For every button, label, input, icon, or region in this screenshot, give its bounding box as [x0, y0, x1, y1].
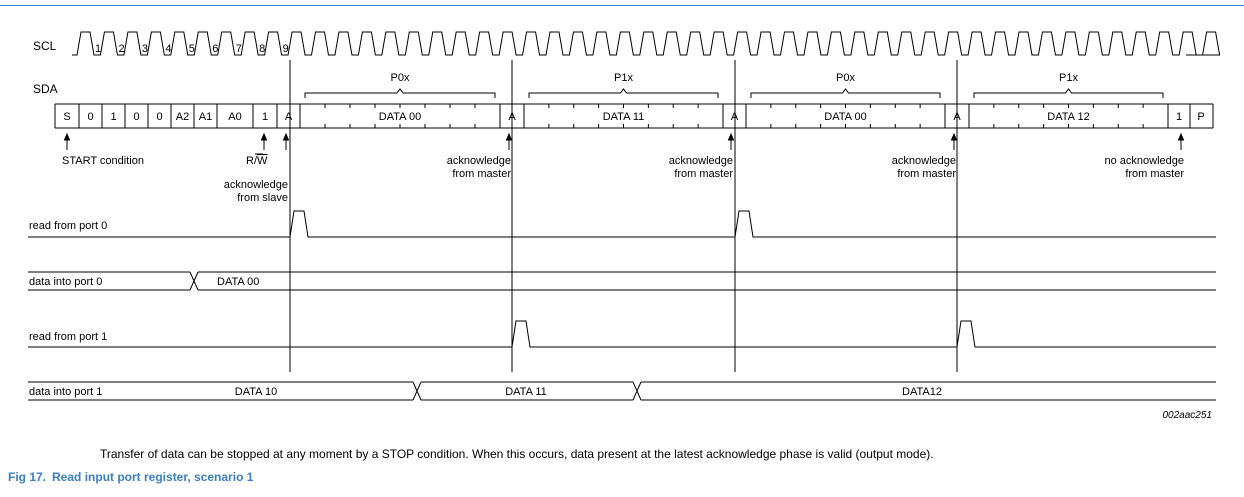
ack-bit: A	[731, 111, 739, 123]
figure-caption: Fig 17. Read input port register, scenari…	[8, 470, 259, 484]
port-brace-label: P1x	[614, 72, 633, 84]
byte-brace	[973, 88, 1164, 98]
ack-bit: 1	[1176, 111, 1182, 123]
port-brace-label: P1x	[1059, 72, 1078, 84]
scl-bit-number: 1	[95, 43, 101, 55]
data-port1-bus-transition	[632, 381, 642, 401]
data-byte-label: DATA 00	[824, 111, 866, 123]
data-port1-label: data into port 1	[29, 386, 102, 398]
ack-master-annotation: acknowledge	[447, 155, 511, 167]
read-port1-waveform	[28, 320, 1216, 348]
no-ack-annotation: no acknowledge	[1104, 155, 1184, 167]
scl-bit-number: 6	[212, 43, 218, 55]
scl-bit-number: 4	[165, 43, 171, 55]
data-port1-value: DATA 10	[235, 386, 277, 398]
sda-address-bit: 1	[262, 111, 268, 123]
scl-bit-number: 5	[189, 43, 195, 55]
scl-bit-number: 2	[118, 43, 124, 55]
ack-master-annotation: acknowledge	[669, 155, 733, 167]
byte-brace	[528, 88, 719, 98]
sda-address-bit: A2	[176, 111, 189, 123]
footnote: Transfer of data can be stopped at any m…	[100, 447, 934, 461]
sda-address-bit: S	[63, 111, 70, 123]
read-port1-label: read from port 1	[29, 331, 107, 343]
ack-slave-annotation: acknowledge	[224, 179, 288, 191]
sda-address-bit: A1	[199, 111, 212, 123]
sda-address-bit: 0	[87, 111, 93, 123]
ack-slave-arrow-head	[282, 132, 290, 141]
scl-label: SCL	[33, 39, 57, 53]
figure-id: 002aac251	[1163, 410, 1213, 421]
data-port1-bus-transition	[412, 381, 422, 401]
start-annotation: START condition	[62, 155, 144, 167]
ack-master-arrow-head	[727, 132, 735, 141]
ack-master-annotation: from master	[674, 168, 733, 180]
data-byte-label: DATA 12	[1047, 111, 1089, 123]
data-byte-label: DATA 11	[603, 111, 645, 123]
scl-bit-number: 8	[259, 43, 265, 55]
no-ack-arrow-head	[1177, 132, 1185, 141]
ack-master-arrow-head	[950, 132, 958, 141]
read-port0-label: read from port 0	[29, 220, 107, 232]
scl-bit-number: 3	[142, 43, 148, 55]
data-port0-bus-transition	[189, 271, 199, 291]
top-rule	[0, 5, 1244, 6]
rw-annotation: R/W	[246, 155, 268, 167]
ack-bit: A	[953, 111, 961, 123]
sda-label: SDA	[33, 82, 58, 96]
ack-master-annotation: from master	[452, 168, 511, 180]
rw-arrow-head	[260, 132, 268, 141]
stop-condition: P	[1197, 111, 1204, 123]
data-port0-value: DATA 00	[217, 276, 259, 288]
byte-brace	[750, 88, 941, 98]
data-port1-value: DATA12	[902, 386, 942, 398]
data-port1-value: DATA 11	[505, 386, 547, 398]
rw-write-bar: W	[257, 155, 268, 167]
port-brace-label: P0x	[391, 72, 410, 84]
read-port0-waveform	[28, 210, 1216, 238]
sda-address-bit: 1	[110, 111, 116, 123]
ack-master-arrow-head	[505, 132, 513, 141]
figure-number: Fig 17.	[8, 470, 47, 484]
ack-master-annotation: acknowledge	[892, 155, 956, 167]
sda-address-bit: 0	[156, 111, 162, 123]
port-brace-label: P0x	[836, 72, 855, 84]
scl-bit-number: 9	[283, 43, 289, 55]
sda-address-bit: A	[285, 111, 293, 123]
figure-title: Read input port register, scenario 1	[52, 470, 254, 484]
byte-brace	[304, 88, 496, 98]
start-arrow-head	[63, 132, 71, 141]
sda-address-bit: 0	[133, 111, 139, 123]
ack-master-annotation: from master	[897, 168, 956, 180]
ack-slave-annotation: from slave	[237, 192, 288, 204]
no-ack-annotation: from master	[1125, 168, 1184, 180]
scl-bit-number: 7	[236, 43, 242, 55]
scl-waveform	[72, 31, 1221, 56]
sda-address-bit: A0	[228, 111, 241, 123]
data-byte-label: DATA 00	[379, 111, 421, 123]
data-port0-label: data into port 0	[29, 276, 102, 288]
ack-bit: A	[508, 111, 516, 123]
